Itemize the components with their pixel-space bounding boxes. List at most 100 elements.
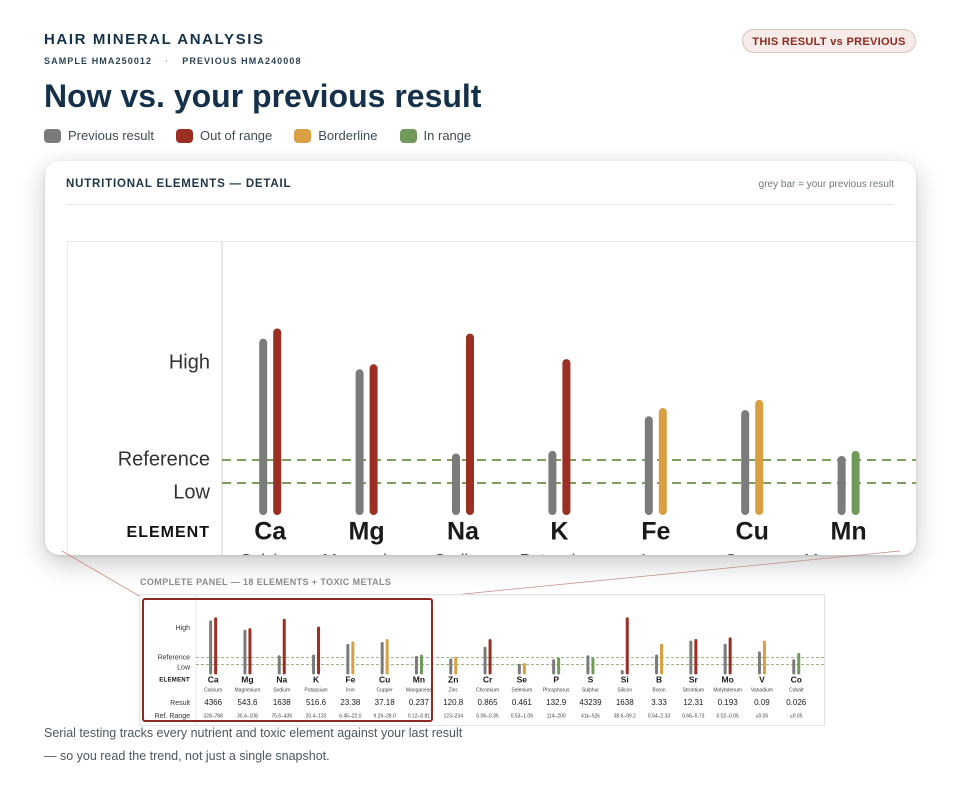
row-label-result: Result — [170, 700, 190, 707]
element-result: 23.38 — [340, 698, 361, 707]
element-ref-range: 114–200 — [547, 713, 566, 719]
connector-line-right — [432, 550, 901, 598]
element-ref-range: 6.45–22.0 — [339, 713, 361, 719]
element-name: Sodium — [434, 550, 492, 555]
legend-label: Out of range — [199, 128, 273, 143]
thumbnail-caption: COMPLETE PANEL — 18 ELEMENTS + TOXIC MET… — [140, 577, 392, 587]
row-label-element: ELEMENT — [159, 678, 190, 684]
element-symbol: Sr — [689, 674, 699, 684]
element-symbol: Fe — [641, 518, 670, 546]
element-ref-range: 0.54–2.33 — [648, 713, 670, 719]
element-name: Calcium — [204, 687, 222, 693]
element-symbol: Cr — [483, 674, 493, 684]
element-name: Chromium — [476, 687, 499, 693]
element-ref-range: 30.4–108 — [237, 713, 258, 719]
footer-line-1: Serial testing tracks every nutrient and… — [44, 726, 463, 740]
element-symbol: Mn — [831, 518, 867, 546]
legend-item: In range — [399, 128, 471, 143]
element-symbol: Ca — [208, 674, 219, 684]
y-level-label: Reference — [118, 448, 210, 470]
element-name: Copper — [724, 550, 780, 555]
brand-title: HAIR MINERAL ANALYSIS — [44, 31, 265, 48]
footer-text: Serial testing tracks every nutrient and… — [44, 722, 462, 768]
chart-background — [67, 241, 916, 555]
element-result: 3.33 — [651, 698, 667, 707]
element-result: 1638 — [273, 698, 291, 707]
element-result: 0.237 — [409, 698, 430, 707]
element-name: Molybdenum — [713, 687, 742, 693]
element-ref-range: ≤0.05 — [756, 713, 769, 719]
comparison-badge[interactable]: THIS RESULT vs PREVIOUS — [742, 29, 916, 53]
element-symbol: Mg — [241, 674, 253, 684]
element-result: 12.31 — [683, 698, 704, 707]
row-label-range: Ref. Range — [155, 713, 191, 720]
element-symbol: Fe — [345, 674, 355, 684]
row-label-element: ELEMENT — [127, 524, 210, 541]
legend: Previous result Out of range Borderline In … — [44, 128, 493, 143]
element-name: Iron — [346, 687, 355, 693]
sample-info: SAMPLE HMA250012 · PREVIOUS HMA240008 — [44, 56, 302, 66]
y-level-label: High — [169, 351, 210, 373]
thumbnail-panel[interactable]: High Reference Low ELEMENT Result Ref. Range C… — [139, 594, 825, 726]
element-result: 0.193 — [718, 698, 739, 707]
element-name: Cobalt — [789, 687, 804, 693]
element-ref-range: ≤0.05 — [790, 713, 803, 719]
y-level-label: Low — [173, 481, 210, 503]
element-result: 132.9 — [546, 698, 567, 707]
element-result: 516.6 — [306, 698, 327, 707]
element-name: Copper — [376, 687, 393, 693]
card-note: grey bar = your previous result — [758, 179, 894, 190]
zoom-highlight-box — [142, 598, 433, 722]
element-ref-range: 328–788 — [203, 713, 223, 719]
element-symbol: B — [656, 674, 662, 684]
element-result: 43239 — [579, 698, 602, 707]
element-symbol: Se — [517, 674, 528, 684]
element-symbol: Na — [447, 518, 480, 546]
element-symbol: K — [313, 674, 320, 684]
element-ref-range: 75.6–435 — [271, 713, 292, 719]
legend-swatch — [175, 128, 193, 143]
element-name: Sodium — [273, 687, 290, 693]
y-level-label: Low — [177, 664, 191, 671]
element-name: Selenium — [511, 687, 532, 693]
legend-item: Out of range — [175, 128, 273, 143]
legend-swatch — [399, 128, 417, 143]
page-title: Now vs. your previous result — [44, 78, 482, 114]
element-ref-range: 38.6–99.2 — [614, 713, 636, 719]
legend-label: Borderline — [318, 128, 378, 143]
element-symbol: P — [553, 674, 559, 684]
element-symbol: Cu — [736, 518, 769, 546]
element-result: 0.865 — [478, 698, 499, 707]
legend-item: Previous result — [44, 128, 154, 143]
sample-id: SAMPLE HMA250012 — [44, 56, 153, 66]
element-symbol: Zn — [448, 674, 458, 684]
chart-background — [140, 595, 824, 725]
element-ref-range: 0.53–1.09 — [511, 713, 533, 719]
element-name: Magnesium — [235, 687, 261, 693]
element-name: Manganese — [804, 550, 893, 555]
element-result: 0.461 — [512, 698, 533, 707]
connector-line-left — [61, 550, 142, 598]
element-ref-range: 0.06–0.35 — [476, 713, 498, 719]
element-name: Silicon — [617, 687, 632, 693]
element-result: 0.09 — [754, 698, 770, 707]
element-symbol: Na — [276, 674, 287, 684]
element-name: Boron — [652, 687, 666, 693]
element-name: Calcium — [239, 550, 300, 555]
element-ref-range: 0.12–0.81 — [408, 713, 430, 719]
element-ref-range: 0.02–0.05 — [717, 713, 739, 719]
legend-swatch — [294, 128, 312, 143]
element-result: 1638 — [616, 698, 634, 707]
element-ref-range: 41k–52k — [581, 713, 600, 719]
element-symbol: Si — [621, 674, 629, 684]
full-panel-chart: High Reference Low ELEMENT Result Ref. Range C… — [140, 595, 824, 725]
footer-line-2: — so you read the trend, not just a sing… — [44, 749, 330, 763]
element-symbol: V — [759, 674, 765, 684]
element-name: Phosphorus — [543, 687, 570, 693]
separator-dot: · — [165, 56, 170, 66]
card-divider — [66, 204, 894, 205]
element-name: Potassium — [520, 550, 599, 555]
element-symbol: Mn — [413, 674, 425, 684]
legend-swatch — [44, 128, 61, 143]
